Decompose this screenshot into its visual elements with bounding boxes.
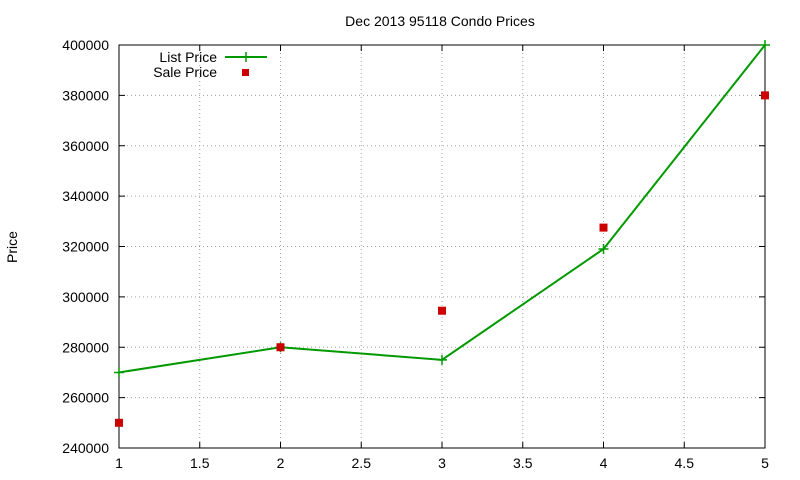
y-tick-label: 400000 <box>62 37 109 53</box>
x-tick-label: 1.5 <box>190 455 210 471</box>
x-tick-label: 5 <box>761 455 769 471</box>
legend-cross-swatch <box>241 52 251 62</box>
y-tick-label: 340000 <box>62 188 109 204</box>
list-price-point <box>114 367 124 378</box>
legend-square-swatch <box>242 69 249 76</box>
x-tick-label: 2 <box>277 455 285 471</box>
list-price-line <box>118 44 766 374</box>
y-axis-label: Price <box>4 231 20 263</box>
y-tick-label: 320000 <box>62 239 109 255</box>
legend-label: List Price <box>159 49 217 65</box>
y-tick-label: 240000 <box>62 440 109 456</box>
sale-price-point <box>599 223 608 232</box>
legend-label: Sale Price <box>153 64 217 80</box>
x-tick-label: 3.5 <box>513 455 533 471</box>
x-tick-label: 3 <box>438 455 446 471</box>
y-tick-label: 360000 <box>62 138 109 154</box>
y-tick-label: 280000 <box>62 339 109 355</box>
y-tick-label: 380000 <box>62 87 109 103</box>
grid-lines <box>119 45 765 448</box>
chart-title: Dec 2013 95118 Condo Prices <box>345 13 535 29</box>
chart-marks <box>114 40 770 427</box>
list-price-point <box>598 244 609 255</box>
sale-price-point <box>115 418 123 427</box>
plot-frame <box>118 44 766 449</box>
axis-tick-labels: 1 1.5 2 2.5 3 3.5 4 4.5 5 240000 260000 280000 30000… <box>62 37 769 471</box>
y-tick-label: 260000 <box>62 390 109 406</box>
x-tick-label: 4.5 <box>675 455 695 471</box>
sale-price-point <box>276 343 285 352</box>
x-tick-label: 4 <box>600 455 608 471</box>
x-tick-label: 1 <box>115 455 123 471</box>
sale-price-point <box>438 306 446 315</box>
x-tick-label: 2.5 <box>352 455 372 471</box>
list-price-point <box>437 354 447 365</box>
list-price-point <box>760 40 770 50</box>
y-tick-label: 300000 <box>62 289 109 305</box>
sale-price-point <box>761 91 769 100</box>
